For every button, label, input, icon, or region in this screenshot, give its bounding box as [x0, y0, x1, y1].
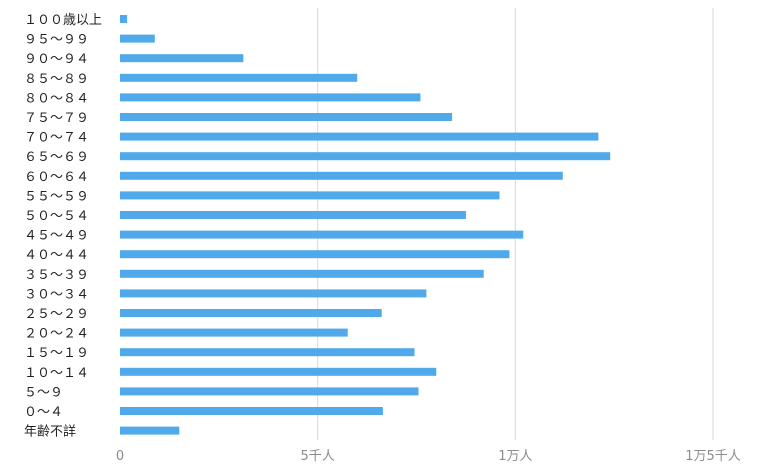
- category-label: ８０～８４: [24, 91, 89, 106]
- category-label: ６５～６９: [24, 150, 89, 165]
- category-label: ９５～９９: [24, 33, 89, 48]
- category-label: ４５～４９: [24, 229, 89, 244]
- bar: [120, 348, 415, 357]
- category-label: ５～９: [24, 385, 63, 400]
- x-tick-label: 5千人: [301, 449, 335, 464]
- x-axis-tick-labels: 0 5千人 1万人 1万5千人: [116, 449, 741, 464]
- bar: [120, 171, 563, 180]
- bar: [120, 211, 466, 219]
- category-label: ３０～３４: [24, 287, 89, 302]
- category-label: ７０～７４: [24, 131, 89, 146]
- category-label: ８５～８９: [24, 72, 89, 87]
- bar: [120, 387, 419, 396]
- bar: [120, 191, 500, 200]
- category-label: １０～１４: [24, 366, 89, 381]
- x-tick-label: 1万人: [498, 449, 532, 464]
- category-label: ５５～５９: [24, 189, 89, 204]
- bar: [120, 309, 382, 317]
- bar: [120, 93, 421, 102]
- category-label: ４０～４４: [24, 248, 89, 263]
- category-label: １５～１９: [24, 346, 89, 361]
- bar: [120, 269, 484, 278]
- category-label: ３５～３９: [24, 268, 89, 283]
- category-label: １００歳以上: [24, 13, 102, 28]
- bar: [120, 250, 510, 259]
- category-label: ６０～６４: [24, 170, 89, 185]
- x-tick-label: 1万5千人: [685, 449, 741, 464]
- bar: [120, 113, 453, 121]
- category-label: ２５～２９: [24, 307, 89, 322]
- bars: [120, 15, 611, 435]
- bar: [120, 426, 180, 435]
- category-labels: １００歳以上 ９５～９９ ９０～９４ ８５～８９ ８０～８４ ７５～７９ ７０～７４ ６５～６…: [24, 13, 102, 440]
- category-label: ０～４: [24, 405, 63, 420]
- bar: [120, 132, 599, 141]
- bar: [120, 407, 383, 415]
- bar: [120, 15, 128, 23]
- bar: [120, 54, 244, 63]
- bar: [120, 328, 348, 337]
- category-label: ９０～９４: [24, 52, 89, 67]
- bar: [120, 73, 358, 82]
- category-label: ２０～２４: [24, 327, 89, 342]
- category-label: ５０～５４: [24, 209, 89, 224]
- category-label: 年齢不詳: [24, 424, 76, 440]
- bar: [120, 230, 524, 239]
- x-tick-label: 0: [116, 449, 124, 464]
- bar: [120, 152, 611, 161]
- bar: [120, 367, 437, 376]
- bar: [120, 34, 155, 43]
- category-label: ７５～７９: [24, 111, 89, 126]
- bar: [120, 289, 427, 298]
